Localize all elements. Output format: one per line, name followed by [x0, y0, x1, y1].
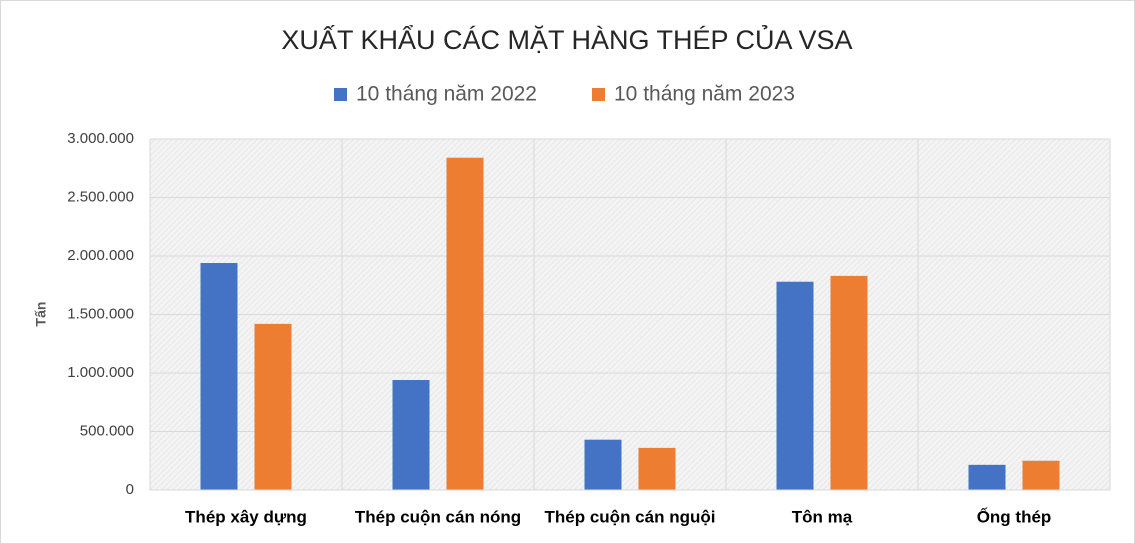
legend-swatch [334, 88, 347, 101]
bar [254, 323, 292, 490]
bar [638, 447, 676, 490]
bar [446, 157, 484, 490]
y-tick-label: 0 [126, 481, 134, 498]
x-tick-label: Thép cuộn cán nóng [355, 507, 521, 526]
x-tick-label: Thép cuộn cán nguội [545, 507, 716, 526]
bar [968, 464, 1006, 490]
bar [830, 275, 868, 490]
x-tick-label: Tôn mạ [792, 507, 853, 526]
y-tick-label: 2.500.000 [67, 188, 134, 205]
y-tick-label: 1.500.000 [67, 305, 134, 322]
bar [584, 439, 622, 490]
y-tick-label: 2.000.000 [67, 247, 134, 264]
bar [1022, 460, 1060, 490]
x-tick-label: Ống thép [977, 506, 1052, 526]
legend-label: 10 tháng năm 2022 [356, 83, 537, 106]
y-tick-label: 500.000 [80, 422, 134, 439]
x-tick-label: Thép xây dựng [185, 507, 307, 526]
bar [776, 281, 814, 490]
y-axis-title: Tấn [33, 302, 49, 327]
y-tick-label: 1.000.000 [67, 364, 134, 381]
chart-title: XUẤT KHẨU CÁC MẶT HÀNG THÉP CỦA VSA [281, 23, 852, 55]
bar [392, 380, 430, 490]
y-tick-label: 3.000.000 [67, 130, 134, 147]
bar [200, 263, 238, 490]
legend-label: 10 tháng năm 2023 [614, 83, 795, 106]
legend-swatch [592, 88, 605, 101]
